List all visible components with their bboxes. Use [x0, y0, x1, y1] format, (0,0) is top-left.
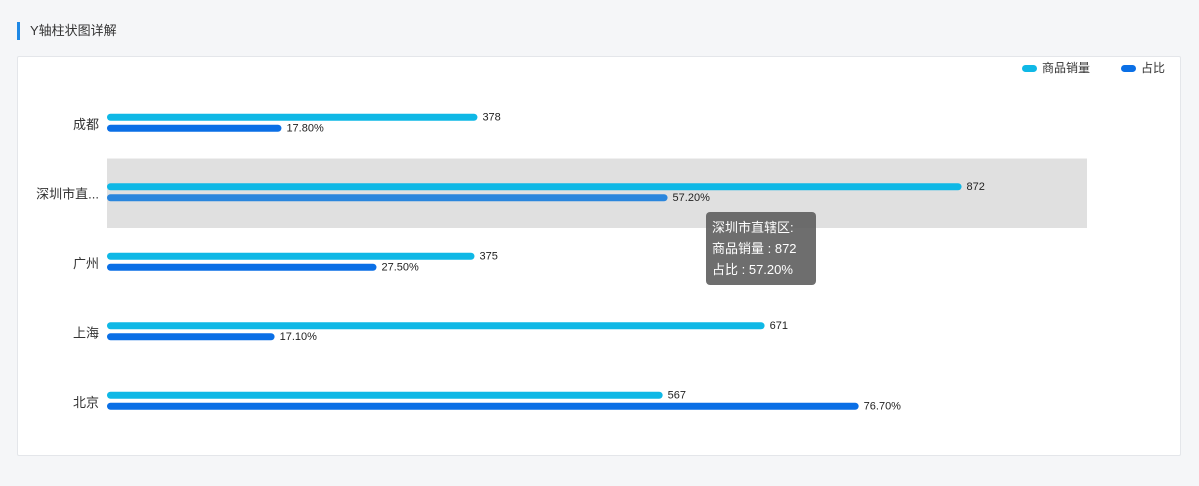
bar-sales [107, 183, 962, 191]
bar-ratio [107, 263, 377, 271]
bar-ratio [107, 402, 859, 410]
tooltip-line-ratio: 占比 : 57.20% [712, 262, 793, 277]
legend-label-1: 占比 [1141, 60, 1165, 75]
bar-ratio [107, 194, 668, 202]
section-title: Y轴柱状图详解 [17, 22, 117, 40]
bar-ratio [107, 333, 275, 341]
category-label: 深圳市直... [36, 186, 99, 201]
data-label-sales: 378 [482, 111, 500, 123]
data-label-ratio: 17.80% [286, 122, 324, 134]
category-label: 北京 [73, 395, 99, 410]
data-label-ratio: 17.10% [280, 331, 318, 343]
highlight-band [107, 158, 1087, 228]
data-label-sales: 567 [668, 389, 686, 401]
tooltip-title: 深圳市直辖区: [712, 220, 794, 235]
data-label-ratio: 57.20% [673, 192, 711, 204]
legend-label-0: 商品销量 [1042, 60, 1090, 75]
data-label-ratio: 27.50% [382, 261, 420, 273]
data-label-sales: 872 [967, 181, 985, 193]
category-label: 上海 [73, 325, 99, 340]
bar-sales [107, 322, 765, 330]
data-label-sales: 671 [770, 320, 788, 332]
tooltip-line-sales: 商品销量 : 872 [712, 241, 797, 256]
category-label: 广州 [73, 256, 99, 271]
bar-sales [107, 391, 663, 399]
chart-tooltip: 深圳市直辖区: 商品销量 : 872 占比 : 57.20% [706, 212, 816, 285]
legend-swatch-0 [1022, 65, 1037, 72]
data-label-sales: 375 [480, 250, 498, 262]
bar-ratio [107, 124, 282, 132]
bar-sales [107, 252, 475, 260]
bar-sales [107, 113, 478, 121]
data-label-ratio: 76.70% [864, 400, 902, 412]
legend-swatch-1 [1121, 65, 1136, 72]
category-label: 成都 [73, 117, 99, 132]
